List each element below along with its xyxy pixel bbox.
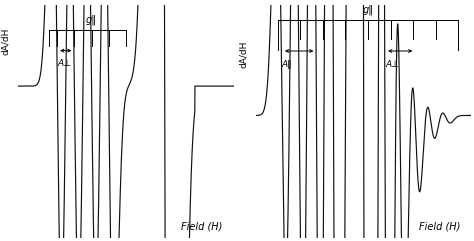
Text: g‖: g‖ [86, 15, 97, 25]
Text: g‖: g‖ [363, 5, 374, 15]
Text: dA/dH: dA/dH [238, 41, 247, 68]
Text: Field (H): Field (H) [419, 221, 460, 231]
Text: A⊥: A⊥ [57, 59, 71, 68]
Text: dA/dH: dA/dH [1, 28, 10, 55]
Text: A‖: A‖ [282, 60, 292, 69]
Text: Field (H): Field (H) [182, 221, 223, 231]
Text: A⊥: A⊥ [385, 60, 399, 69]
